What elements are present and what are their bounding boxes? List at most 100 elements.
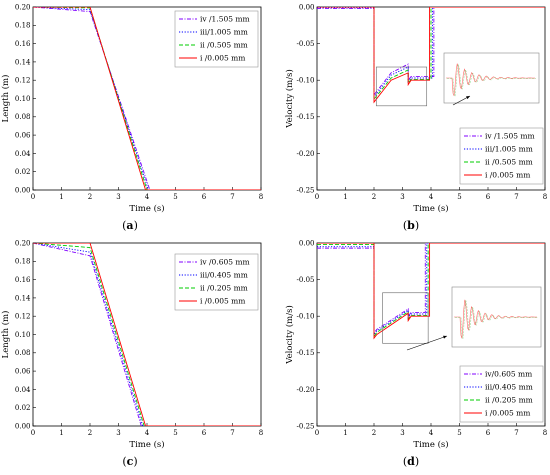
y-tick-label: 0.14 <box>15 58 31 66</box>
legend-entry: iii/1.005 mm <box>200 28 248 37</box>
x-tick-label: 4 <box>145 193 150 201</box>
x-tick-label: 5 <box>457 193 461 201</box>
y-tick-label: 0.10 <box>15 95 31 103</box>
legend: iv /1.505 mm iii/1.005 mm ii /0.505 mm i /0… <box>174 10 259 68</box>
y-axis-label: Velocity (m/s) <box>284 69 295 129</box>
legend-entry: ii /0.505 mm <box>485 158 533 167</box>
legend-entry: ii /0.205 mm <box>200 284 248 293</box>
y-tick-label: 0.06 <box>15 368 31 376</box>
series-line-1 <box>317 7 545 97</box>
inset-arrow <box>406 335 448 351</box>
series-line-4 <box>317 243 545 340</box>
y-tick-label: -0.25 <box>297 422 315 430</box>
inset-trace <box>454 299 538 339</box>
y-tick-label: 0.00 <box>15 186 31 194</box>
y-tick-label: 0.08 <box>15 113 31 121</box>
y-tick-label: 0.04 <box>15 150 31 158</box>
panel-b: 0 1 2 3 4 5 6 7 8 0.00 -0.05 -0.10 -0.15 -0.20 -0.25 Ti… <box>284 3 547 232</box>
legend-entry: ii /0.205 mm <box>485 396 533 405</box>
legend-entry: ii /0.505 mm <box>200 41 248 50</box>
legend-entry: i /0.005 mm <box>200 297 245 306</box>
y-tick-label: 0.20 <box>15 239 31 247</box>
x-tick-label: 0 <box>315 429 319 437</box>
y-tick-label: -0.15 <box>297 113 315 121</box>
x-tick-label: 3 <box>400 193 404 201</box>
legend-entry: i /0.005 mm <box>200 54 245 63</box>
x-tick-label: 6 <box>202 429 207 437</box>
x-tick-label: 3 <box>400 429 404 437</box>
y-tick-label: -0.05 <box>297 40 315 48</box>
panel-d: 0 1 2 3 4 5 6 7 8 0.00 -0.05 -0.10 -0.15 -0.20 -0.25 Ti… <box>284 239 547 468</box>
y-tick-label: 0.14 <box>15 294 31 302</box>
series-line-3 <box>33 243 261 426</box>
y-tick-label: 0.10 <box>15 331 31 339</box>
x-axis-label: Time (s) <box>413 439 448 450</box>
y-tick-label: 0.08 <box>15 349 31 357</box>
panel-c: 0 1 2 3 4 5 6 7 8 0.00 0.02 0.04 0.06 0.08 0.10 0.12 0.1… <box>0 239 263 468</box>
legend: iv /0.605 mm iii/0.405 mm ii /0.205 mm i /0… <box>174 253 259 311</box>
x-axis-label: Time (s) <box>413 203 448 214</box>
y-tick-label: 0.16 <box>15 276 31 284</box>
series-line-2 <box>33 243 261 426</box>
x-tick-label: 8 <box>259 429 263 437</box>
x-tick-label: 7 <box>230 193 234 201</box>
y-tick-label: -0.15 <box>297 349 315 357</box>
inset-trace <box>446 63 536 96</box>
x-axis-label: Time (s) <box>129 203 164 214</box>
legend-entry: iii/0.405 mm <box>485 383 533 392</box>
y-tick-label: -0.25 <box>297 186 315 194</box>
y-tick-label: -0.10 <box>297 77 315 85</box>
panel-a: 0 1 2 3 4 5 6 7 8 0.00 0.02 0.04 0.06 0.08 0.10 0.12 0.1… <box>0 3 263 232</box>
x-tick-label: 7 <box>514 193 518 201</box>
legend-entry: iv /0.605 mm <box>200 258 250 267</box>
x-tick-label: 5 <box>173 193 177 201</box>
x-tick-label: 4 <box>429 429 434 437</box>
y-tick-label: 0.02 <box>15 404 31 412</box>
x-tick-label: 4 <box>429 193 434 201</box>
x-tick-label: 8 <box>543 193 547 201</box>
y-tick-label: 0.02 <box>15 168 31 176</box>
x-tick-label: 1 <box>59 429 63 437</box>
y-tick-label: 0.00 <box>15 422 31 430</box>
x-tick-label: 6 <box>202 193 207 201</box>
y-tick-label: 0.00 <box>299 3 315 11</box>
x-tick-label: 2 <box>88 429 92 437</box>
panel-caption: (b) <box>403 219 419 232</box>
y-tick-label: 0.06 <box>15 132 31 140</box>
panel-caption: (d) <box>403 455 419 468</box>
x-tick-label: 8 <box>259 193 263 201</box>
x-tick-label: 2 <box>372 429 376 437</box>
panel-caption: (a) <box>122 219 138 232</box>
x-tick-label: 8 <box>543 429 547 437</box>
legend-entry: i /0.005 mm <box>485 171 530 180</box>
y-tick-label: -0.20 <box>297 386 315 394</box>
x-tick-label: 2 <box>372 193 376 201</box>
x-tick-label: 0 <box>31 193 35 201</box>
x-tick-label: 3 <box>116 193 120 201</box>
x-tick-label: 1 <box>343 193 347 201</box>
legend-entry: iii/0.405 mm <box>200 271 248 280</box>
y-axis-label: Length (m) <box>0 311 11 359</box>
y-tick-label: 0.00 <box>299 239 315 247</box>
series-line-4 <box>33 243 261 426</box>
x-tick-label: 2 <box>88 193 92 201</box>
legend-entry: iv /1.505 mm <box>485 132 535 141</box>
y-tick-label: 0.18 <box>15 258 31 266</box>
x-tick-label: 7 <box>230 429 234 437</box>
x-axis-label: Time (s) <box>129 439 164 450</box>
x-tick-label: 3 <box>116 429 120 437</box>
zoom-region <box>375 66 428 107</box>
legend: iv /1.505 mm iii/1.005 mm ii /0.505 mm i /0… <box>459 127 544 185</box>
y-tick-label: 0.04 <box>15 386 31 394</box>
zoom-region <box>382 292 429 344</box>
y-tick-label: 0.16 <box>15 40 31 48</box>
y-tick-label: 0.12 <box>15 313 31 321</box>
legend-entry: iv/0.605 mm <box>485 370 532 379</box>
series-line-4 <box>33 7 261 190</box>
series-line-4 <box>317 7 545 104</box>
series-line-1 <box>33 243 261 426</box>
legend-entry: iv /1.505 mm <box>200 15 250 24</box>
y-tick-label: 0.18 <box>15 22 31 30</box>
y-tick-label: 0.12 <box>15 77 31 85</box>
